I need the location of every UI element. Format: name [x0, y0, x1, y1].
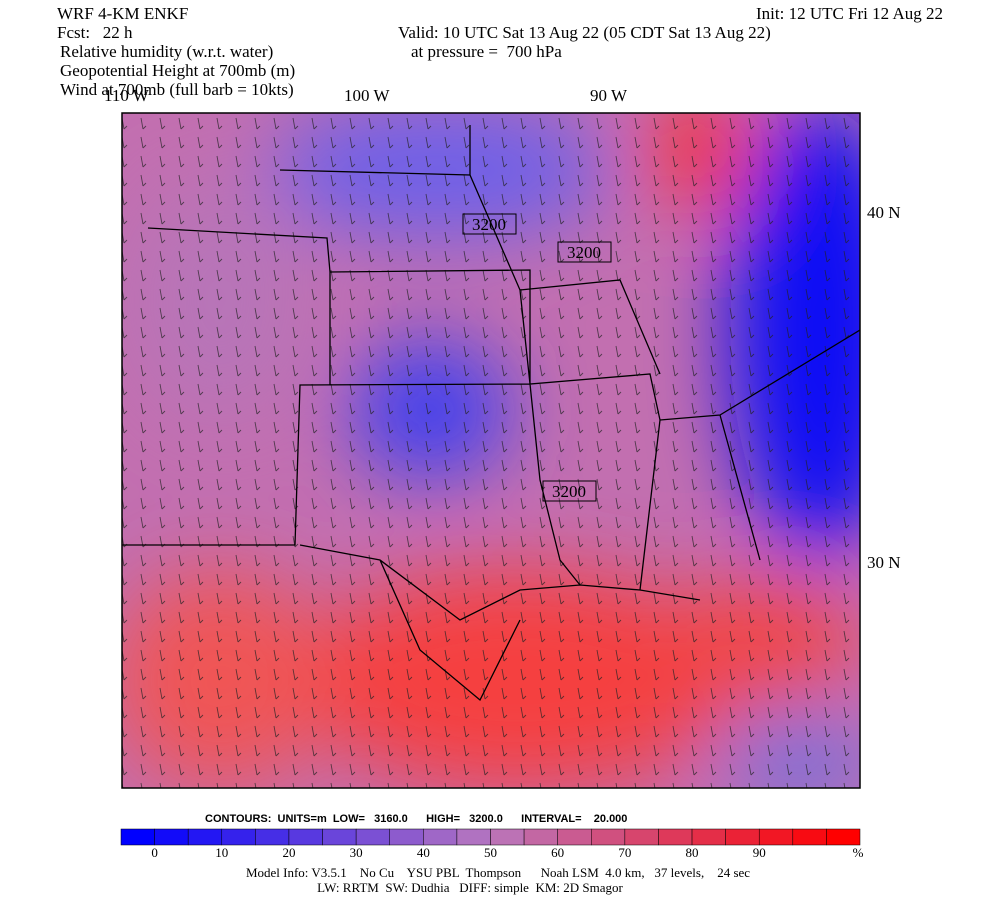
colorbar-swatch — [557, 828, 592, 846]
colorbar-swatch — [490, 828, 525, 846]
colorbar-tick-label: 40 — [417, 845, 430, 860]
colorbar-swatch — [691, 828, 726, 846]
field-name: Geopotential Height at 700mb (m) — [60, 61, 295, 80]
model-info: LW: RRTM SW: Dudhia DIFF: simple KM: 2D … — [317, 880, 623, 895]
colorbar-tick-label: 0 — [151, 845, 158, 860]
contour-label-box: 3200 3200 3200 — [462, 213, 612, 502]
pressure-level: at pressure = 700 hPa — [411, 42, 562, 61]
colorbar-tick-label: 90 — [753, 845, 766, 860]
model-info: Model Info: V3.5.1 No Cu YSU PBL Thompso… — [246, 865, 750, 880]
valid-time: Valid: 10 UTC Sat 13 Aug 22 (05 CDT Sat … — [398, 23, 771, 42]
colorbar-swatch — [355, 828, 390, 846]
colorbar-swatch — [591, 828, 626, 846]
init-time: Init: 12 UTC Fri 12 Aug 22 — [756, 4, 943, 23]
longitude-label: 90 W — [590, 86, 628, 105]
contour-info: CONTOURS: UNITS=m LOW= 3160.0 HIGH= 3200… — [205, 813, 627, 825]
field-name: Wind at 700mb (full barb = 10kts) — [60, 80, 294, 99]
colorbar-swatch — [456, 828, 491, 846]
colorbar-swatch — [288, 828, 323, 846]
colorbar-swatch — [389, 828, 424, 846]
colorbar-swatch — [221, 828, 256, 846]
colorbar-swatch — [154, 828, 189, 846]
colorbar-swatch — [758, 828, 794, 846]
longitude-label: 110 W — [104, 86, 150, 105]
colorbar-tick-label: 60 — [551, 845, 564, 860]
colorbar-swatch — [322, 828, 357, 846]
contour-label: 3200 — [472, 215, 506, 234]
colorbar-swatch — [120, 828, 155, 846]
colorbar-unit: % — [853, 845, 864, 860]
colorbar-swatch — [624, 828, 659, 846]
contour-label: 3200 — [567, 243, 601, 262]
colorbar-tick-label: 70 — [618, 845, 631, 860]
latitude-label: 40 N — [867, 203, 901, 222]
colorbar-tick-label: 30 — [350, 845, 363, 860]
longitude-label: 100 W — [344, 86, 390, 105]
colorbar-swatch — [423, 828, 458, 846]
forecast-hour: Fcst: 22 h — [57, 23, 133, 42]
colorbar-tick-label: 80 — [686, 845, 699, 860]
contour-label: 3200 — [552, 482, 586, 501]
colorbar-tick-label: 10 — [215, 845, 228, 860]
colorbar-swatch — [792, 828, 827, 846]
latitude-label: 30 N — [867, 553, 901, 572]
colorbar-swatch — [658, 828, 693, 846]
colorbar-swatch — [523, 828, 558, 846]
field-name: Relative humidity (w.r.t. water) — [60, 42, 273, 61]
colorbar-swatch — [826, 828, 861, 846]
colorbar-tick-label: 50 — [484, 845, 497, 860]
colorbar-swatch — [255, 828, 290, 846]
colorbar: 0 10 20 30 40 50 60 70 80 90% — [120, 828, 864, 860]
map — [122, 113, 860, 788]
colorbar-tick-label: 20 — [282, 845, 295, 860]
colorbar-swatch — [725, 828, 760, 846]
colorbar-swatch — [187, 828, 223, 846]
map-frame — [121, 112, 861, 789]
model-title: WRF 4-KM ENKF — [57, 4, 188, 23]
